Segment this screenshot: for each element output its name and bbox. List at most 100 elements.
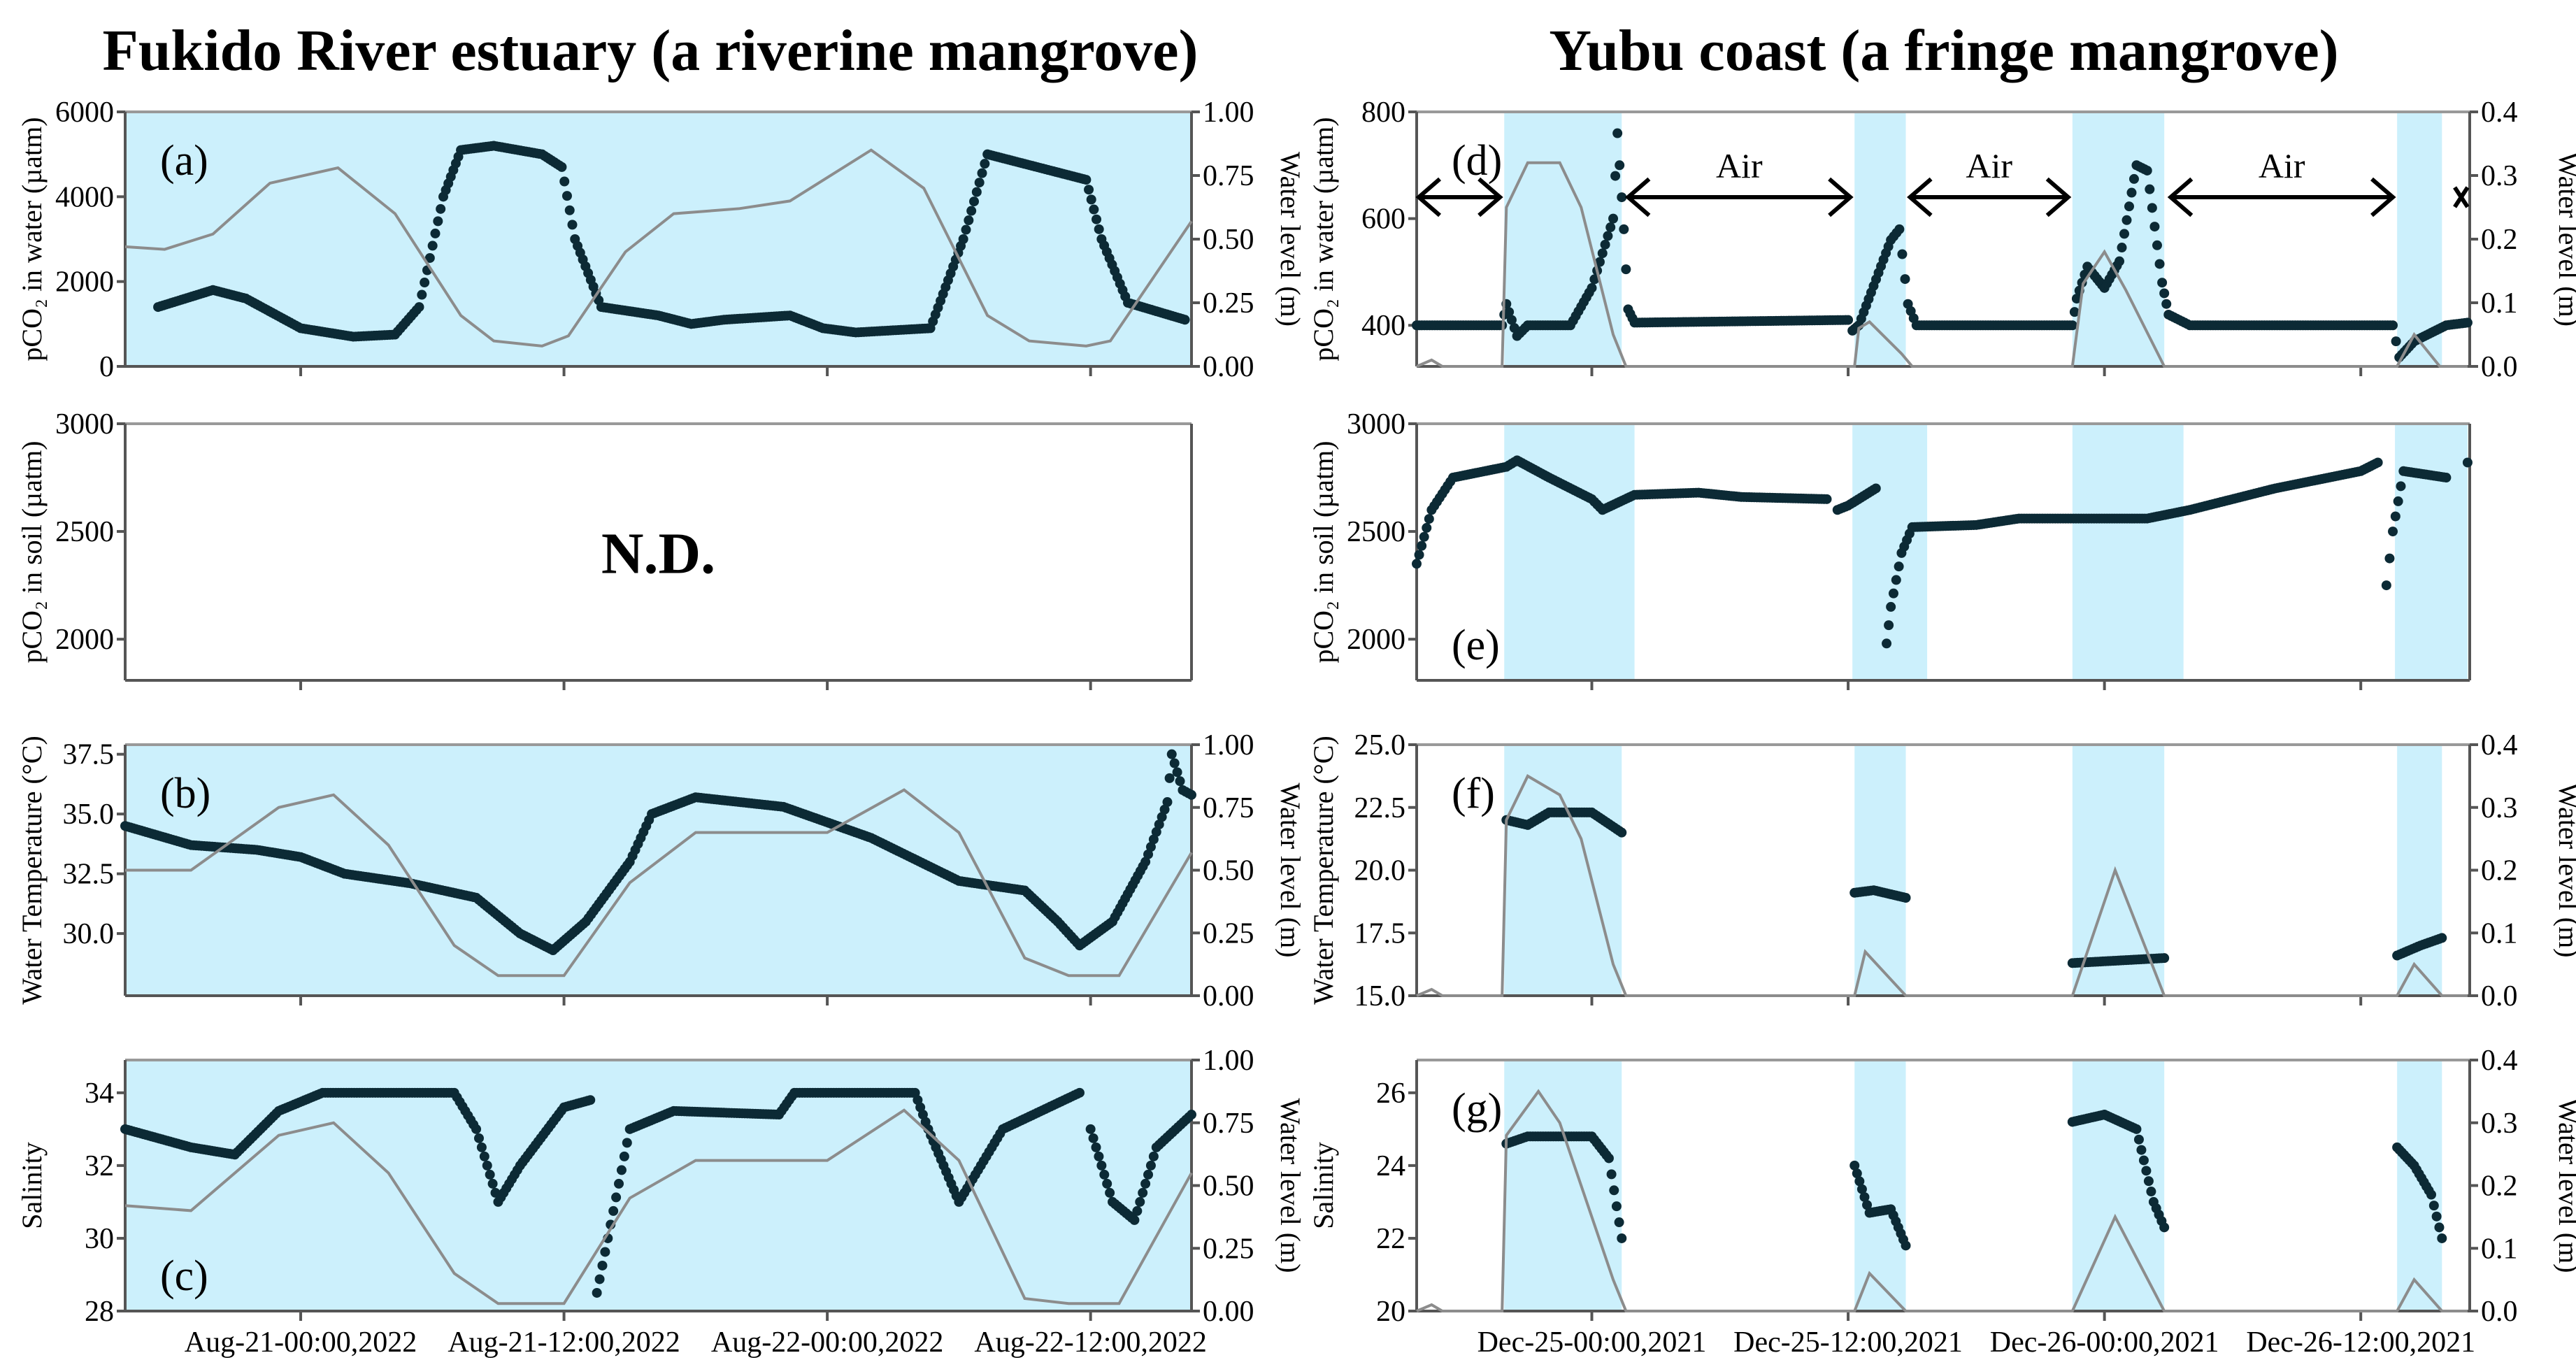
data-point [559, 176, 570, 187]
data-point [1856, 1184, 1867, 1194]
y-tick-label: 400 [1361, 310, 1405, 342]
data-point [1901, 1240, 1911, 1251]
data-point [2119, 229, 2130, 239]
data-point [1414, 550, 1424, 560]
y-tick-label: 22 [1376, 1223, 1405, 1255]
data-point [430, 228, 441, 238]
inundation-shade [2072, 112, 2165, 366]
y2-tick-label: 0.50 [1203, 1171, 1254, 1203]
data-point [1162, 797, 1173, 808]
data-point [1143, 849, 1154, 859]
data-point [2121, 215, 2132, 225]
y-axis-label: pCO₂ in soil (µatm) [1308, 441, 1339, 663]
data-point [608, 1205, 619, 1216]
data-point [1159, 804, 1170, 815]
double-arrow-icon [1415, 177, 1503, 217]
water-level-line [1416, 1089, 2468, 1312]
data-point [1154, 819, 1164, 830]
left-column-title: Fukido River estuary (a riverine mangrov… [102, 18, 1198, 83]
data-point [2391, 336, 2401, 347]
data-point [1617, 1233, 1627, 1243]
y2-tick-label: 0.2 [2481, 855, 2518, 887]
data-point [980, 159, 990, 169]
data-point [2437, 933, 2447, 943]
data-point [2157, 278, 2168, 288]
data-point [1597, 248, 1608, 259]
data-point [2131, 1124, 2142, 1134]
data-point [1594, 257, 1605, 267]
data-point [1884, 620, 1894, 631]
data-point [966, 206, 977, 216]
data-point [1619, 224, 1629, 234]
data-point [1094, 224, 1104, 234]
y-tick-label: 24 [1376, 1150, 1405, 1182]
data-point [1882, 638, 1892, 649]
y2-tick-label: 0.0 [2481, 980, 2518, 1012]
inundation-shade [1504, 745, 1622, 996]
data-point [2159, 953, 2170, 964]
data-point [1091, 1142, 1101, 1152]
air-exposure-label: Air [2259, 146, 2305, 185]
data-point [2143, 1176, 2154, 1187]
data-point [1617, 827, 1627, 838]
data-point [971, 187, 982, 197]
data-point [1089, 204, 1099, 215]
y-tick-label: 6000 [55, 96, 114, 129]
data-point [2373, 457, 2383, 468]
y2-tick-label: 0.00 [1203, 351, 1254, 383]
data-point [1148, 1151, 1159, 1161]
data-point [479, 1151, 489, 1161]
inundation-shade [1504, 1060, 1622, 1311]
data-point [1506, 315, 1517, 325]
data-point [1180, 315, 1190, 325]
y2-tick-label: 0.1 [2481, 917, 2518, 950]
data-point [2441, 473, 2452, 483]
inundation-shade [2397, 1060, 2442, 1311]
data-point [1854, 1176, 1865, 1187]
data-point [2152, 240, 2162, 250]
y2-tick-label: 0.3 [2481, 1108, 2518, 1140]
data-point [616, 1165, 627, 1175]
panel-label: (b) [160, 770, 210, 817]
y2-tick-label: 0.25 [1203, 1233, 1254, 1265]
data-point [1894, 224, 1905, 234]
panel-label: (a) [160, 137, 208, 185]
data-point [1145, 842, 1156, 852]
y2-tick-label: 0.2 [2481, 1171, 2518, 1203]
data-point [2462, 457, 2473, 468]
data-point [1135, 1196, 1145, 1207]
data-point [1138, 1187, 1148, 1198]
data-point [1085, 1124, 1096, 1134]
data-point [2145, 184, 2155, 194]
data-point [1603, 231, 1613, 241]
double-arrow-icon [1907, 177, 2072, 217]
data-point [1140, 857, 1151, 867]
data-point [417, 289, 427, 300]
data-point [1187, 1110, 1196, 1120]
data-point [424, 252, 435, 263]
data-point [1617, 192, 1627, 203]
double-arrow-icon [2453, 186, 2470, 208]
inundation-shade [1854, 745, 1906, 996]
y-tick-label: 30 [85, 1223, 114, 1255]
data-point [1092, 214, 1102, 224]
y-axis-label: Water Temperature (°C) [16, 736, 48, 1005]
y-tick-label: 800 [1361, 96, 1405, 129]
data-point [2426, 1189, 2437, 1200]
data-point [1422, 522, 1432, 533]
data-point [2141, 1166, 2152, 1176]
y2-tick-label: 0.4 [2481, 729, 2518, 761]
inundation-shade [1852, 424, 1928, 680]
data-point [561, 191, 572, 201]
data-point [2154, 259, 2165, 269]
data-point [1143, 1169, 1154, 1180]
data-point [1600, 239, 1610, 250]
y2-tick-label: 0.1 [2481, 1233, 2518, 1265]
data-point [2159, 1222, 2170, 1233]
x-tick-label: Aug-21-12:00,2022 [448, 1326, 680, 1359]
data-point [1419, 531, 1429, 542]
right-column-title: Yubu coast (a fringe mangrove) [1549, 18, 2338, 83]
y2-tick-label: 0.75 [1203, 1108, 1254, 1140]
data-point [2146, 1187, 2156, 1197]
data-point [1148, 834, 1159, 845]
